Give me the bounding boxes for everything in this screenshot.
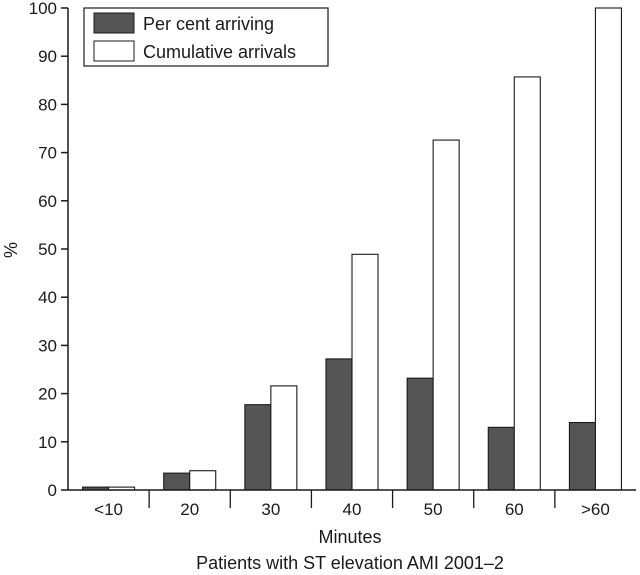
bar-per-cent-arriving-20 [163, 472, 191, 491]
bar-per-cent-arriving-30 [244, 404, 272, 491]
bar-cumulative-arrivals-40 [351, 253, 379, 491]
x-tick-label-gt60: >60 [581, 500, 610, 519]
x-ticks-layer: <10 20 30 40 50 60 >60 [94, 490, 610, 519]
y-tick-label-90: 90 [38, 47, 57, 66]
legend: Per cent arriving Cumulative arrivals [83, 7, 329, 67]
bar-per-cent-arriving-gt60 [568, 421, 596, 491]
y-tick-label-100: 100 [29, 0, 57, 18]
x-tick-label-40: 40 [343, 500, 362, 519]
x-tick-label-30: 30 [261, 500, 280, 519]
bar-per-cent-arriving-60 [487, 426, 515, 491]
y-ticks-layer: 0 10 20 30 40 50 60 70 80 90 100 [29, 0, 68, 500]
legend-label-cumulative-arrivals: Cumulative arrivals [143, 42, 296, 62]
x-tick-label-lt10: <10 [94, 500, 123, 519]
y-tick-label-10: 10 [38, 433, 57, 452]
y-tick-label-70: 70 [38, 144, 57, 163]
y-tick-label-30: 30 [38, 336, 57, 355]
y-tick-label-60: 60 [38, 192, 57, 211]
legend-swatch-per-cent-arriving [93, 12, 135, 34]
y-tick-label-20: 20 [38, 385, 57, 404]
x-tick-label-20: 20 [180, 500, 199, 519]
bars-layer [82, 7, 622, 491]
bar-per-cent-arriving-50 [406, 377, 434, 491]
bar-per-cent-arriving-40 [325, 358, 353, 491]
y-tick-label-0: 0 [48, 481, 57, 500]
x-axis-label: Minutes [318, 527, 381, 547]
y-tick-label-80: 80 [38, 95, 57, 114]
bar-cumulative-arrivals-60 [513, 76, 541, 491]
x-tick-label-50: 50 [424, 500, 443, 519]
y-tick-label-50: 50 [38, 240, 57, 259]
x-tick-label-60: 60 [505, 500, 524, 519]
legend-swatch-cumulative-arrivals [93, 40, 135, 62]
legend-label-per-cent-arriving: Per cent arriving [143, 14, 274, 34]
bar-cumulative-arrivals-20 [189, 470, 217, 491]
y-axis-label: % [1, 242, 21, 258]
bar-cumulative-arrivals-gt60 [594, 7, 622, 491]
bar-cumulative-arrivals-30 [270, 385, 298, 491]
bar-cumulative-arrivals-50 [432, 139, 460, 491]
y-tick-label-40: 40 [38, 288, 57, 307]
chart-caption: Patients with ST elevation AMI 2001–2 [196, 553, 504, 573]
